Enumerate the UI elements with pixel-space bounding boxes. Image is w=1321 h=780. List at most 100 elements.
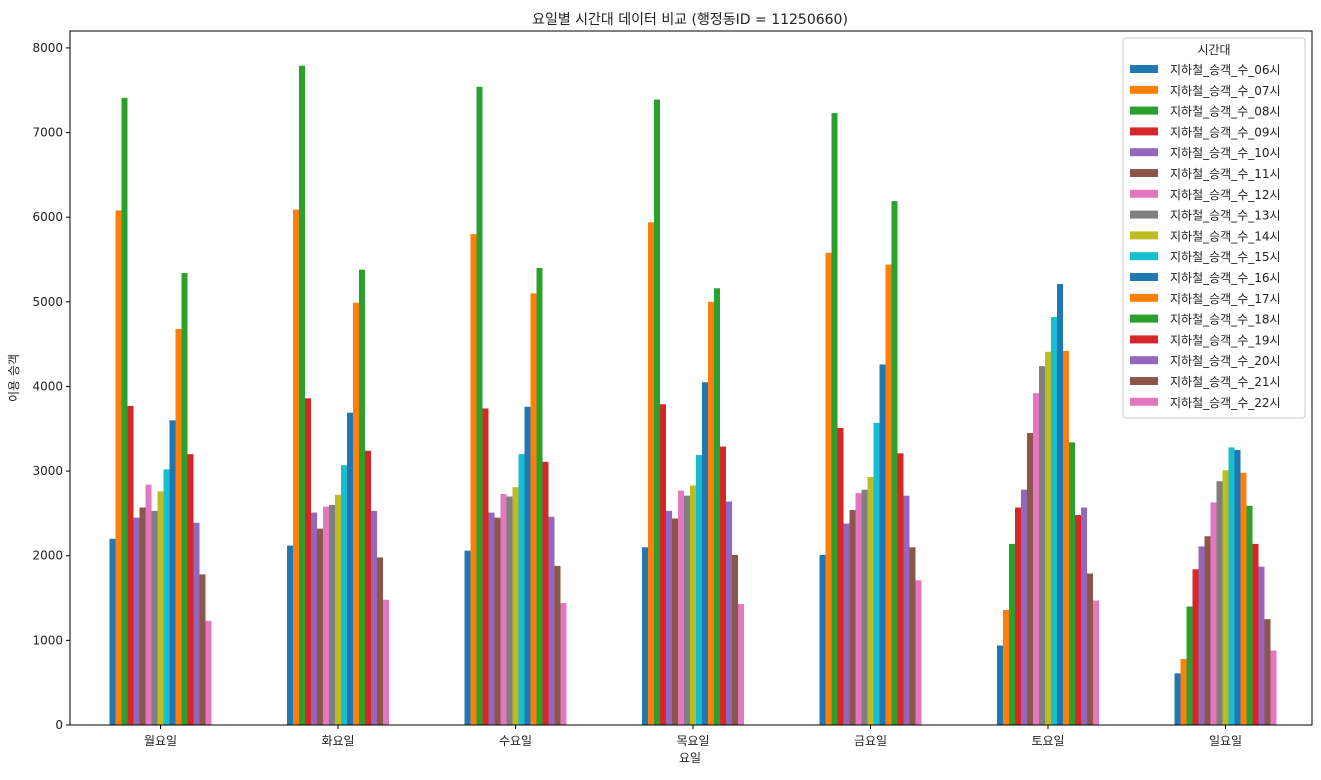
bar-일요일-지하철_승객_수_11시 — [1204, 536, 1211, 725]
bar-일요일-지하철_승객_수_19시 — [1252, 543, 1259, 725]
legend-swatch — [1130, 397, 1158, 406]
legend-label: 지하철_승객_수_21시 — [1170, 375, 1281, 389]
bar-토요일-지하철_승객_수_15시 — [1051, 317, 1057, 725]
bar-목요일-지하철_승객_수_12시 — [678, 490, 684, 725]
y-axis: 0 1000 2000 3000 4000 5000 6000 7000 8000 — [32, 41, 70, 732]
bar-화요일-지하철_승객_수_06시 — [287, 545, 293, 725]
legend-label: 지하철_승객_수_22시 — [1170, 396, 1281, 410]
legend-swatch — [1130, 106, 1158, 115]
bar-금요일-지하철_승객_수_08시 — [831, 113, 838, 726]
y-tick-label: 3000 — [32, 464, 63, 478]
bar-목요일-지하철_승객_수_22시 — [738, 603, 744, 725]
legend-label: 지하철_승객_수_17시 — [1170, 292, 1281, 306]
bar-수요일-지하철_승객_수_09시 — [482, 408, 489, 725]
x-tick-label: 수요일 — [499, 734, 532, 748]
bar-월요일-지하철_승객_수_07시 — [115, 210, 122, 726]
bar-금요일-지하철_승객_수_22시 — [915, 580, 922, 725]
legend-swatch — [1130, 65, 1158, 73]
legend-swatch — [1130, 127, 1158, 136]
bar-일요일-지하철_승객_수_22시 — [1270, 650, 1277, 725]
bar-일요일-지하철_승객_수_14시 — [1222, 470, 1229, 725]
bar-금요일-지하철_승객_수_06시 — [819, 554, 826, 725]
bar-토요일-지하철_승객_수_19시 — [1075, 515, 1081, 725]
bar-화요일-지하철_승객_수_14시 — [335, 494, 341, 725]
bar-목요일-지하철_승객_수_08시 — [654, 99, 660, 726]
bar-목요일-지하철_승객_수_07시 — [648, 222, 654, 725]
bar-금요일-지하철_승객_수_15시 — [873, 422, 880, 725]
legend-label: 지하철_승객_수_20시 — [1170, 354, 1281, 368]
bar-토요일-지하철_승객_수_07시 — [1003, 609, 1009, 725]
y-tick-label: 5000 — [32, 295, 63, 309]
x-tick-label: 월요일 — [144, 734, 177, 748]
bar-목요일-지하철_승객_수_18시 — [714, 288, 720, 725]
legend-label: 지하철_승객_수_09시 — [1170, 125, 1281, 139]
bar-월요일-지하철_승객_수_19시 — [187, 454, 194, 725]
bar-수요일-지하철_승객_수_22시 — [560, 603, 567, 725]
bar-수요일-지하철_승객_수_18시 — [536, 267, 543, 725]
legend: 시간대 지하철_승객_수_06시지하철_승객_수_07시지하철_승객_수_08시… — [1122, 37, 1306, 419]
bar-목요일-지하철_승객_수_17시 — [708, 301, 714, 725]
y-tick-label: 1000 — [32, 633, 63, 647]
legend-label: 지하철_승객_수_15시 — [1170, 250, 1281, 264]
bar-목요일-지하철_승객_수_11시 — [672, 518, 678, 725]
bar-월요일-지하철_승객_수_08시 — [121, 97, 128, 726]
bar-일요일-지하철_승객_수_08시 — [1186, 606, 1193, 725]
bar-월요일-지하철_승객_수_18시 — [181, 273, 188, 725]
bar-토요일-지하철_승객_수_06시 — [997, 645, 1003, 725]
bar-일요일-지하철_승객_수_21시 — [1264, 619, 1271, 725]
bar-수요일-지하철_승객_수_08시 — [476, 86, 483, 726]
legend-label: 지하철_승객_수_06시 — [1170, 63, 1281, 77]
legend-swatch — [1130, 293, 1158, 302]
bar-금요일-지하철_승객_수_07시 — [825, 252, 832, 726]
bar-금요일-지하철_승객_수_20시 — [903, 495, 910, 725]
legend-swatch — [1130, 231, 1158, 240]
bar-일요일-지하철_승객_수_13시 — [1216, 481, 1223, 725]
bar-월요일-지하철_승객_수_17시 — [175, 328, 182, 725]
legend-box — [1122, 37, 1306, 419]
bar-일요일-지하철_승객_수_12시 — [1210, 502, 1217, 725]
y-axis-label: 이용 승객 — [7, 354, 21, 402]
bar-화요일-지하철_승객_수_19시 — [365, 450, 371, 725]
legend-swatch — [1130, 356, 1158, 365]
bar-수요일-지하철_승객_수_07시 — [470, 234, 477, 725]
bar-월요일-지하철_승객_수_09시 — [127, 405, 134, 725]
bar-토요일-지하철_승객_수_18시 — [1069, 442, 1075, 725]
bar-금요일-지하철_승객_수_16시 — [879, 364, 886, 725]
bar-일요일-지하철_승객_수_09시 — [1192, 569, 1199, 725]
legend-items: 지하철_승객_수_06시지하철_승객_수_07시지하철_승객_수_08시지하철_… — [1130, 63, 1281, 410]
y-tick-label: 7000 — [32, 126, 63, 140]
bar-월요일-지하철_승객_수_21시 — [199, 574, 206, 725]
bar-수요일-지하철_승객_수_10시 — [488, 512, 495, 725]
bar-토요일-지하철_승객_수_09시 — [1015, 507, 1021, 725]
bar-일요일-지하철_승객_수_07시 — [1180, 658, 1187, 725]
bar-수요일-지하철_승객_수_11시 — [494, 517, 501, 725]
bar-토요일-지하철_승객_수_22시 — [1093, 600, 1099, 725]
bar-월요일-지하철_승객_수_20시 — [193, 522, 200, 725]
legend-label: 지하철_승객_수_11시 — [1170, 167, 1281, 181]
bar-화요일-지하철_승객_수_12시 — [323, 506, 329, 725]
bar-월요일-지하철_승객_수_13시 — [151, 510, 158, 725]
chart-title: 요일별 시간대 데이터 비교 (행정동ID = 11250660) — [532, 12, 848, 28]
legend-label: 지하철_승객_수_19시 — [1170, 333, 1281, 347]
y-tick-label: 8000 — [32, 41, 63, 55]
bar-목요일-지하철_승객_수_13시 — [684, 495, 690, 725]
bar-토요일-지하철_승객_수_21시 — [1087, 573, 1093, 725]
bar-목요일-지하철_승객_수_10시 — [666, 510, 672, 725]
bar-화요일-지하철_승객_수_21시 — [377, 557, 383, 725]
legend-label: 지하철_승객_수_16시 — [1170, 271, 1281, 285]
legend-swatch — [1130, 252, 1158, 261]
bar-목요일-지하철_승객_수_20시 — [726, 501, 732, 725]
legend-label: 지하철_승객_수_13시 — [1170, 209, 1281, 223]
bar-목요일-지하철_승객_수_19시 — [720, 446, 726, 725]
bar-목요일-지하철_승객_수_09시 — [660, 404, 666, 725]
bar-금요일-지하철_승객_수_17시 — [885, 264, 892, 725]
bar-금요일-지하철_승객_수_19시 — [897, 453, 904, 725]
bar-수요일-지하철_승객_수_16시 — [524, 406, 531, 725]
bar-수요일-지하철_승객_수_15시 — [518, 454, 525, 725]
bar-금요일-지하철_승객_수_12시 — [855, 493, 862, 725]
legend-swatch — [1130, 273, 1158, 281]
bar-월요일-지하철_승객_수_14시 — [157, 491, 164, 725]
bar-토요일-지하철_승객_수_08시 — [1009, 543, 1015, 725]
legend-swatch — [1130, 335, 1158, 344]
